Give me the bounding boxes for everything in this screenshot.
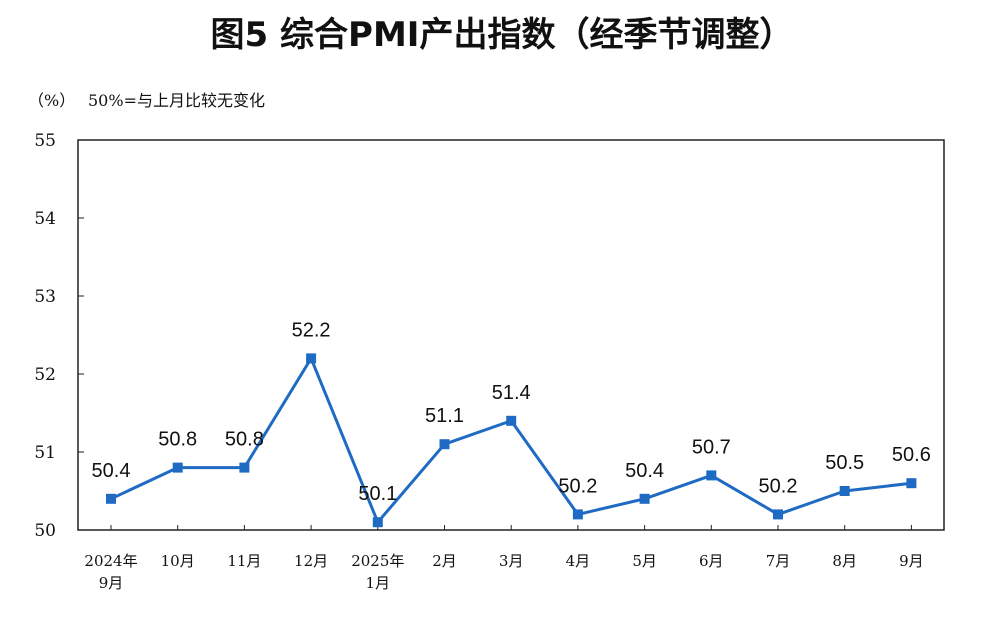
x-tick-label: 9月 <box>899 552 924 570</box>
x-tick-label: 5月 <box>632 552 657 570</box>
y-tick-label: 55 <box>34 131 56 151</box>
x-tick-label: 12月 <box>294 552 328 570</box>
data-label: 50.5 <box>825 452 864 474</box>
data-label: 52.2 <box>292 319 331 341</box>
x-tick-label: 4月 <box>566 552 591 570</box>
data-label: 51.1 <box>425 405 464 427</box>
plot-frame <box>77 139 945 531</box>
y-unit-label: （%） <box>28 91 75 110</box>
data-point-marker <box>639 493 650 504</box>
y-tick-label: 53 <box>34 287 56 307</box>
x-tick-label: 10月 <box>161 552 195 570</box>
data-point-marker <box>506 415 517 426</box>
data-point-marker <box>372 517 383 528</box>
data-label: 50.7 <box>692 436 731 458</box>
y-tick-label: 51 <box>34 443 56 463</box>
data-point-marker <box>172 462 183 473</box>
data-label: 50.6 <box>892 444 931 466</box>
data-point-marker <box>839 486 850 496</box>
x-tick-label: 2024年 <box>84 552 137 570</box>
x-tick-label: 1月 <box>366 574 391 592</box>
x-tick-label: 9月 <box>99 574 124 592</box>
data-point-marker <box>572 509 583 520</box>
data-label: 50.8 <box>225 429 264 451</box>
data-point-marker <box>439 439 450 450</box>
data-label: 50.4 <box>92 460 131 482</box>
x-tick-label: 2025年 <box>351 552 404 570</box>
data-point-marker <box>239 462 250 473</box>
x-tick-label: 8月 <box>832 552 857 570</box>
data-label-layer: 50.4 50.8 50.8 52.2 50.1 51.1 51.4 50.2 50.4 50.7… <box>92 319 931 505</box>
series-layer <box>106 353 917 528</box>
x-tick-label: 2月 <box>432 552 457 570</box>
data-label: 51.4 <box>492 382 531 404</box>
x-tick-label: 11月 <box>227 552 261 570</box>
y-tick-label: 52 <box>34 365 56 385</box>
data-label: 50.2 <box>759 475 798 497</box>
chart-note: 50%=与上月比较无变化 <box>88 91 265 110</box>
chart-title: 图5 综合PMI产出指数（经季节调整） <box>211 15 794 55</box>
data-point-marker <box>906 478 917 489</box>
data-point-marker <box>106 493 116 504</box>
x-axis: 2024年 9月 10月 11月 12月 2025年 1月 2月 3月 4月 5月 6月 7月 8月 9月 <box>84 525 924 592</box>
y-tick-label: 54 <box>34 209 56 229</box>
data-label: 50.8 <box>158 429 197 451</box>
x-tick-label: 6月 <box>699 552 724 570</box>
data-point-marker <box>773 509 783 520</box>
y-axis: 50 51 52 53 54 55 <box>34 131 84 541</box>
data-label: 50.2 <box>558 475 597 497</box>
data-label: 50.1 <box>358 483 397 505</box>
x-tick-label: 7月 <box>766 552 791 570</box>
y-tick-label: 50 <box>34 521 56 541</box>
data-point-marker <box>306 353 317 364</box>
data-label: 50.4 <box>625 460 664 482</box>
data-point-marker <box>706 470 717 481</box>
x-tick-label: 3月 <box>499 552 524 570</box>
